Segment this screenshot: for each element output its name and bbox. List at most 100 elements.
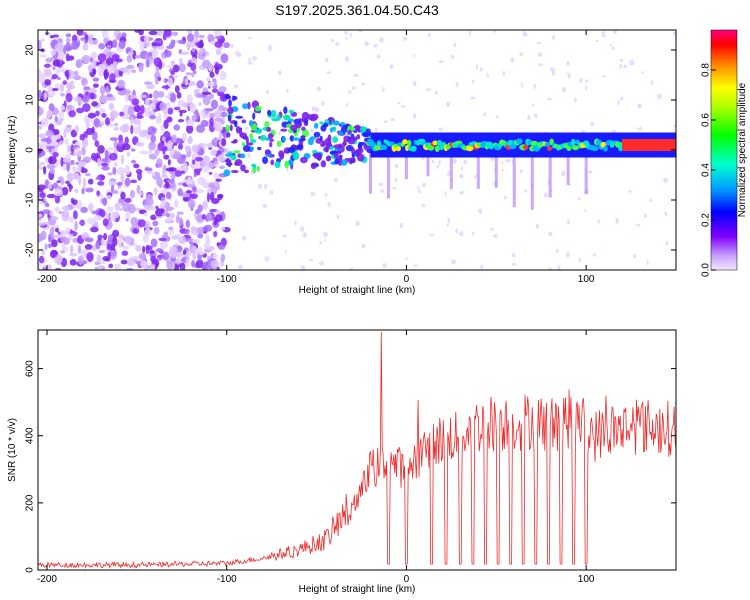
signal-core (379, 144, 388, 151)
noise-blob (181, 132, 187, 142)
faint-noise-blob (279, 108, 282, 113)
noise-blob (130, 159, 137, 164)
noise-blob (65, 180, 70, 185)
faint-noise-blob (413, 54, 416, 58)
noise-blob (164, 201, 171, 209)
faint-noise-blob (520, 82, 524, 88)
spectral-spike (404, 146, 408, 180)
faint-noise-blob (636, 127, 640, 131)
noise-blob (178, 39, 186, 45)
faint-noise-blob (589, 121, 595, 126)
noise-blob (168, 212, 175, 219)
faint-noise-blob (269, 190, 274, 195)
noise-blob (81, 188, 85, 195)
x-tick-label: 100 (578, 574, 595, 585)
faint-noise-blob (609, 43, 612, 47)
noise-blob (145, 220, 151, 231)
noise-blob (73, 75, 82, 81)
noise-blob (114, 202, 121, 211)
noise-blob (124, 136, 129, 146)
signal-blob (226, 132, 231, 138)
faint-noise-blob (602, 34, 606, 38)
noise-blob (107, 172, 113, 176)
noise-blob (218, 38, 225, 43)
noise-blob (60, 229, 67, 237)
noise-blob (55, 206, 60, 214)
faint-noise-blob (233, 84, 238, 89)
noise-blob (217, 120, 222, 131)
faint-noise-blob (302, 232, 307, 238)
faint-noise-blob (392, 187, 397, 190)
faint-noise-blob (524, 189, 528, 193)
noise-blob (194, 248, 199, 255)
noise-blob (216, 154, 226, 162)
faint-noise-blob (620, 96, 624, 101)
noise-blob (120, 242, 124, 248)
noise-blob (74, 188, 79, 194)
noise-blob (164, 50, 172, 58)
noise-blob (176, 211, 184, 215)
x-tick-label: -200 (37, 574, 57, 585)
signal-core (547, 146, 552, 152)
faint-noise-blob (646, 260, 649, 266)
noise-blob (221, 107, 228, 112)
noise-blob (61, 186, 69, 196)
noise-blob (68, 110, 76, 118)
noise-blob (117, 79, 126, 89)
signal-blob (234, 120, 238, 128)
spectrogram-y-ticks: -20 -10 0 10 20 (25, 44, 676, 257)
noise-blob (143, 212, 148, 217)
noise-blob (161, 174, 169, 178)
signal-core (603, 145, 608, 152)
faint-noise-blob (480, 264, 484, 270)
noise-blob (157, 76, 162, 82)
faint-noise-blob (568, 73, 571, 79)
faint-noise-blob (277, 70, 282, 76)
signal-blob (235, 115, 244, 119)
noise-blob (48, 234, 52, 243)
noise-blob (54, 42, 64, 53)
faint-noise-blob (319, 241, 323, 245)
noise-blob (51, 88, 59, 92)
noise-blob (76, 146, 80, 153)
faint-noise-blob (314, 107, 320, 113)
noise-blob (46, 109, 53, 119)
noise-blob (132, 255, 140, 260)
noise-blob (71, 166, 78, 173)
noise-blob (205, 234, 210, 243)
faint-noise-blob (308, 259, 314, 262)
noise-blob (169, 92, 177, 103)
noise-blob (110, 206, 114, 212)
signal-blob (340, 159, 348, 166)
noise-blob (201, 59, 211, 69)
noise-blob (122, 143, 131, 151)
noise-blob (127, 203, 136, 214)
noise-blob (177, 119, 185, 123)
faint-noise-blob (511, 263, 516, 267)
noise-blob (104, 117, 111, 126)
faint-noise-blob (463, 159, 468, 165)
signal-blob (270, 159, 275, 166)
noise-blob (105, 85, 110, 94)
signal-blob (274, 161, 281, 169)
noise-blob (87, 64, 93, 73)
noise-blob (82, 103, 91, 113)
noise-blob (120, 191, 126, 200)
x-tick-label: -200 (37, 274, 57, 285)
faint-noise-blob (431, 159, 435, 164)
faint-noise-blob (324, 57, 329, 63)
noise-blob (119, 111, 125, 117)
faint-noise-blob (613, 30, 618, 35)
noise-blob (214, 66, 220, 75)
noise-blob (206, 81, 215, 87)
noise-blob (192, 186, 197, 192)
noise-blob (177, 143, 183, 150)
x-tick-label: 0 (404, 274, 410, 285)
noise-blob (60, 92, 66, 97)
faint-noise-blob (400, 105, 406, 108)
signal-blob (269, 141, 273, 148)
noise-blob (210, 99, 219, 110)
noise-blob (52, 59, 61, 67)
noise-blob (171, 181, 176, 189)
faint-noise-blob (500, 161, 504, 165)
